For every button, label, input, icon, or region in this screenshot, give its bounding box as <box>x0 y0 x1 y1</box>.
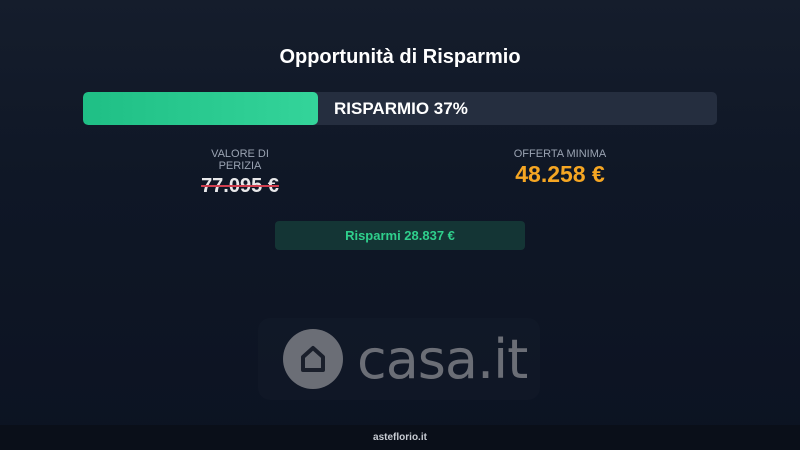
progress-fill <box>83 92 318 125</box>
min-offer-value: 48.258 € <box>515 161 605 187</box>
appraisal-label: VALORE DI PERIZIA <box>211 148 269 172</box>
page-title: Opportunità di Risparmio <box>279 46 521 68</box>
logo-text: casa.it <box>357 327 528 391</box>
min-offer-block: OFFERTA MINIMA 48.258 € <box>500 148 620 188</box>
footer-site: asteflorio.it <box>0 425 800 450</box>
min-offer-label: OFFERTA MINIMA <box>513 148 607 160</box>
progress-label: RISPARMIO 37% <box>334 99 468 118</box>
appraisal-value: 77.095 € <box>201 175 279 197</box>
savings-badge: Risparmi 28.837 € <box>275 221 525 250</box>
casa-it-logo: casa.it <box>258 318 540 400</box>
appraisal-value-block: VALORE DI PERIZIA 77.095 € <box>190 148 290 198</box>
savings-progress-bar: RISPARMIO 37% <box>83 92 717 125</box>
house-icon <box>283 329 343 389</box>
